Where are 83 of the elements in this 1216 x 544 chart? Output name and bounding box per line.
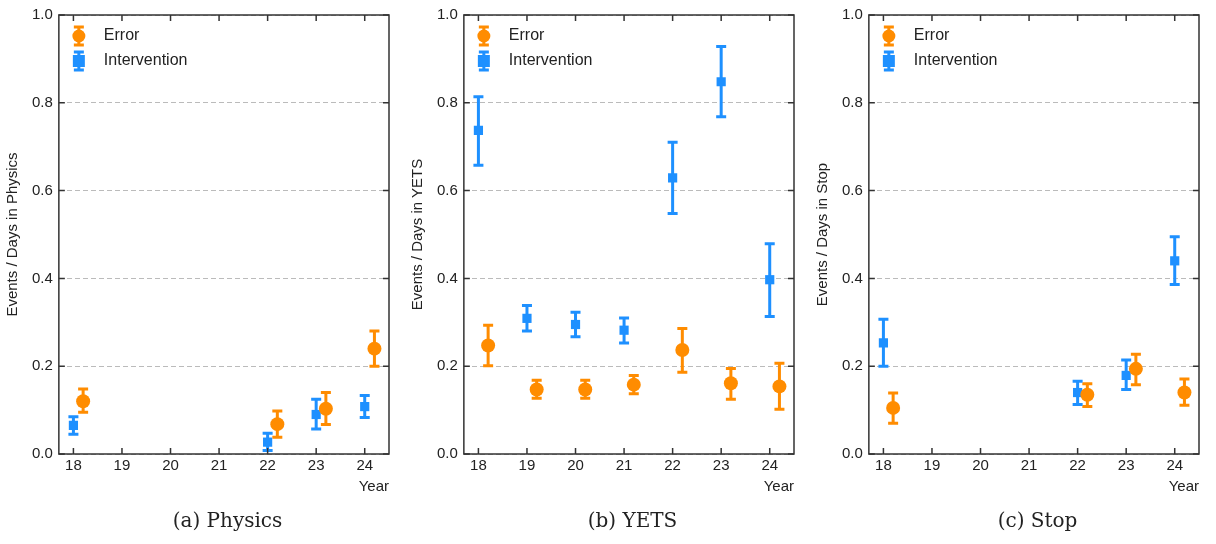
x-axis-title: Year	[763, 477, 794, 495]
x-tick-label: 19	[518, 456, 536, 474]
point	[570, 319, 581, 330]
point	[765, 275, 775, 285]
y-tick-label: 0.4	[841, 268, 863, 286]
point	[578, 382, 593, 397]
point	[619, 325, 629, 335]
y-tick-label: 1.0	[31, 5, 53, 23]
x-tick-label: 21	[615, 456, 633, 474]
point	[668, 173, 678, 183]
point	[311, 409, 321, 420]
point	[1177, 385, 1192, 400]
y-axis-title: Events / Days in Stop	[813, 162, 831, 307]
x-tick-label: 24	[761, 456, 779, 474]
x-tick-label: 20	[567, 456, 584, 474]
legend-label: Intervention	[103, 51, 188, 69]
x-tick-label: 23	[712, 456, 730, 474]
point	[360, 401, 370, 412]
legend-label: Error	[913, 26, 951, 44]
y-tick-label: 0.6	[841, 180, 863, 198]
x-tick-label: 19	[923, 456, 941, 474]
y-axis-title: Events / Days in Physics	[3, 152, 21, 317]
y-tick-label: 0.8	[31, 92, 53, 110]
legend-label: Error	[508, 26, 546, 44]
x-tick-label: 19	[113, 456, 131, 474]
point	[263, 437, 273, 447]
x-tick-label: 24	[1166, 456, 1184, 474]
point	[68, 420, 79, 431]
text: (c) Stop	[996, 508, 1079, 532]
point	[772, 379, 787, 394]
legend-label: Error	[103, 26, 141, 44]
point	[626, 377, 641, 392]
point	[473, 125, 484, 136]
x-tick-label: 21	[1020, 456, 1038, 474]
x-tick-label: 20	[162, 456, 179, 474]
y-tick-label: 1.0	[436, 5, 458, 23]
point	[723, 376, 738, 391]
x-axis-title: Year	[1168, 477, 1199, 495]
point	[716, 77, 726, 87]
point	[367, 341, 382, 356]
y-tick-label: 0.8	[436, 92, 458, 110]
x-tick-label: 18	[65, 456, 82, 474]
x-tick-label: 23	[1117, 456, 1135, 474]
point	[886, 400, 901, 415]
point	[1121, 370, 1131, 381]
legend-label: Intervention	[913, 51, 998, 69]
x-tick-label: 22	[259, 456, 276, 474]
y-tick-label: 0.6	[31, 180, 53, 198]
x-tick-label: 23	[307, 456, 325, 474]
y-tick-label: 0.0	[436, 444, 458, 462]
x-tick-label: 22	[664, 456, 681, 474]
text: (b) YETS	[586, 508, 679, 532]
point	[675, 342, 690, 357]
text: (a) Physics	[171, 508, 284, 532]
x-tick-label: 18	[875, 456, 892, 474]
point	[76, 394, 91, 409]
y-tick-label: 0.4	[436, 268, 458, 286]
x-axis-title: Year	[358, 477, 389, 495]
point	[481, 338, 496, 353]
point	[1170, 256, 1180, 266]
y-tick-label: 1.0	[841, 5, 863, 23]
y-tick-label: 0.0	[841, 444, 863, 462]
point	[1080, 387, 1095, 402]
y-tick-label: 0.0	[31, 444, 53, 462]
point	[529, 382, 544, 397]
y-axis-title: Events / Days in YETS	[408, 158, 426, 311]
x-tick-label: 22	[1069, 456, 1086, 474]
y-tick-label: 0.2	[31, 356, 53, 374]
x-tick-label: 21	[210, 456, 228, 474]
y-tick-label: 0.4	[31, 268, 53, 286]
y-tick-label: 0.8	[841, 92, 863, 110]
x-tick-label: 24	[356, 456, 374, 474]
point	[270, 417, 285, 432]
y-tick-label: 0.2	[841, 356, 863, 374]
point	[522, 313, 532, 323]
y-tick-label: 0.2	[436, 356, 458, 374]
point	[1128, 361, 1143, 376]
legend-label: Intervention	[508, 51, 593, 69]
x-tick-label: 18	[470, 456, 487, 474]
x-tick-label: 20	[972, 456, 989, 474]
point	[878, 338, 889, 348]
point	[318, 401, 333, 416]
y-tick-label: 0.6	[436, 180, 458, 198]
